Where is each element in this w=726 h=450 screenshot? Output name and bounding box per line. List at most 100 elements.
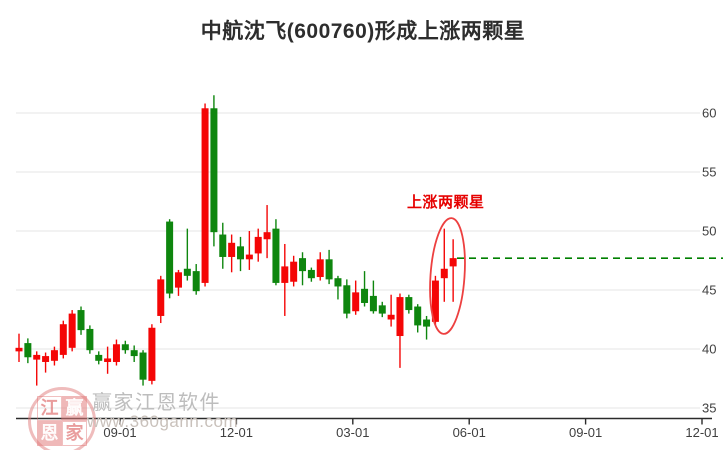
candle-body <box>104 358 112 362</box>
candle-body <box>210 108 218 233</box>
candle <box>68 310 76 352</box>
candle-body <box>228 242 236 257</box>
candle <box>130 345 138 362</box>
candle-body <box>449 258 457 267</box>
candle-body <box>33 354 41 360</box>
candle <box>449 239 457 302</box>
candle-body <box>139 352 147 380</box>
brand-seal-logo: 江 赢 恩 家 <box>28 387 96 450</box>
candle <box>378 301 386 318</box>
candle-body <box>369 295 377 312</box>
candle-body <box>423 319 431 327</box>
candle-body <box>192 271 200 292</box>
candle <box>290 255 298 287</box>
candle <box>174 269 182 296</box>
candle <box>219 222 227 269</box>
candle <box>405 294 413 314</box>
candle-body <box>396 297 404 337</box>
candle-body <box>15 347 23 352</box>
candle <box>166 219 174 299</box>
candle-body <box>245 254 253 260</box>
candle <box>24 338 32 364</box>
candle-body <box>334 278 342 287</box>
candle-body <box>316 259 324 278</box>
candle <box>183 228 191 281</box>
candle-body <box>95 354 103 361</box>
candle-body <box>157 279 165 316</box>
pattern-annotation-label: 上涨两颗星 <box>407 194 485 211</box>
candle-body <box>219 234 227 257</box>
candle <box>95 351 103 365</box>
y-axis-label: 50 <box>702 224 716 239</box>
candle <box>157 275 165 324</box>
highlight-ellipse <box>429 217 466 335</box>
y-axis-label: 45 <box>702 283 716 298</box>
candle-body <box>325 259 333 280</box>
candle <box>210 95 218 247</box>
candle-body <box>361 288 369 303</box>
candle-body <box>148 327 156 381</box>
candle <box>369 280 377 314</box>
candle <box>281 243 289 316</box>
seal-characters: 江 赢 恩 家 <box>37 396 87 446</box>
x-axis-label: 12-01 <box>685 425 718 440</box>
x-axis-label: 06-01 <box>453 425 486 440</box>
candle-body <box>174 272 182 288</box>
candle <box>414 304 422 333</box>
candle <box>228 234 236 273</box>
candle <box>112 339 120 366</box>
candle-body <box>112 344 120 362</box>
candle <box>33 351 41 386</box>
candle-body <box>237 246 244 260</box>
candle-body <box>183 268 191 276</box>
candle <box>299 252 307 286</box>
x-axis-label: 09-01 <box>569 425 602 440</box>
x-axis-label: 09-01 <box>103 425 136 440</box>
y-axis-label: 40 <box>702 342 716 357</box>
candle-body <box>414 306 422 326</box>
candle <box>59 320 67 359</box>
watermark-url: www.360gann.com <box>87 412 239 431</box>
candle <box>201 103 209 287</box>
candle-body <box>299 258 307 272</box>
candle <box>254 228 262 262</box>
candle-body <box>50 350 58 361</box>
candle-body <box>166 221 174 294</box>
candle-body <box>272 228 280 283</box>
candle-body <box>42 356 50 362</box>
candle <box>42 352 50 373</box>
candle-body <box>59 324 67 355</box>
candle-body <box>68 313 76 348</box>
candle <box>121 340 129 354</box>
candle-body <box>201 108 209 283</box>
candle-body <box>343 285 351 314</box>
candle <box>396 293 404 368</box>
candle-body <box>352 292 360 312</box>
candle <box>440 228 448 302</box>
candle <box>361 271 369 307</box>
candle <box>263 205 271 259</box>
candle <box>431 275 439 326</box>
candle <box>272 219 280 286</box>
seal-char: 赢 <box>62 396 87 421</box>
candle <box>352 280 360 315</box>
candle-body <box>121 344 129 351</box>
chart-title: 中航沈飞(600760)形成上涨两颗星 <box>200 20 526 43</box>
seal-char: 江 <box>37 396 62 421</box>
watermark-brand: 赢家江恩软件 <box>92 392 221 414</box>
candle-body <box>405 297 413 311</box>
candle <box>334 275 342 300</box>
candle-body <box>254 236 262 254</box>
candle <box>245 231 253 270</box>
candle-body <box>387 314 395 320</box>
highlight-ellipse-group <box>429 217 466 335</box>
candle <box>237 236 244 272</box>
candle <box>192 264 200 295</box>
candle-body <box>24 343 32 358</box>
candle-body <box>77 310 85 331</box>
candle <box>50 346 58 366</box>
candle <box>148 324 156 385</box>
candle-body <box>290 261 298 282</box>
candle <box>77 306 85 335</box>
